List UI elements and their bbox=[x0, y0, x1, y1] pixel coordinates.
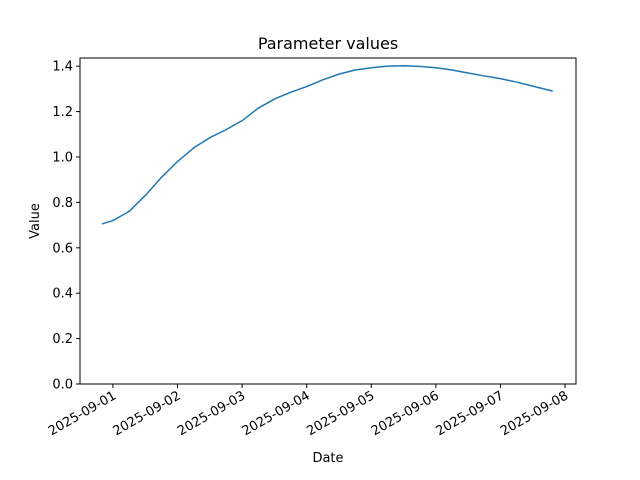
plot-frame bbox=[79, 57, 577, 385]
x-axis-label: Date bbox=[312, 451, 343, 466]
x-tick-label: 2025-09-02 bbox=[111, 388, 184, 439]
y-tick-label: 1.2 bbox=[52, 105, 73, 120]
x-tick-label: 2025-09-07 bbox=[433, 388, 506, 439]
y-tick-label: 1.0 bbox=[52, 150, 73, 165]
x-tick-label: 2025-09-06 bbox=[369, 388, 442, 439]
y-tick-label: 1.4 bbox=[52, 60, 73, 75]
data-line bbox=[101, 64, 553, 225]
y-tick-label: 0.6 bbox=[52, 241, 73, 256]
chart-title: Parameter values bbox=[258, 34, 398, 53]
y-tick-label: 0.8 bbox=[52, 196, 73, 211]
y-tick-label: 0.0 bbox=[52, 378, 73, 393]
x-tick-label: 2025-09-05 bbox=[304, 388, 377, 439]
y-axis-label: Value bbox=[28, 203, 43, 239]
y-tick-label: 0.2 bbox=[52, 332, 73, 347]
y-tick-label: 0.4 bbox=[52, 287, 73, 302]
x-tick-label: 2025-09-01 bbox=[46, 388, 119, 439]
x-tick-label: 2025-09-08 bbox=[498, 388, 571, 439]
x-tick-label: 2025-09-03 bbox=[175, 388, 248, 439]
x-tick-label: 2025-09-04 bbox=[240, 388, 313, 439]
